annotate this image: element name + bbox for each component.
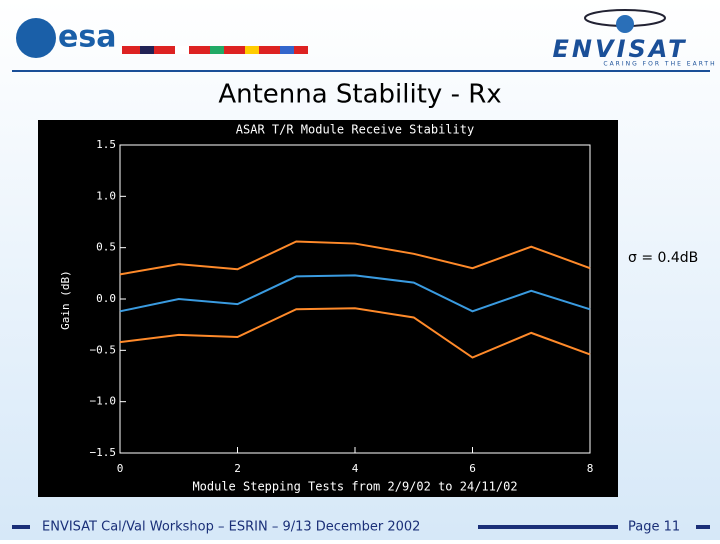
y-tick-label: 1.5 [96, 138, 116, 151]
flag [280, 46, 294, 54]
flags [122, 46, 308, 54]
slide-title: Antenna Stability - Rx [218, 80, 501, 110]
y-tick-label: −1.5 [90, 446, 117, 459]
esa-logo: esa [58, 20, 116, 55]
x-tick-label: 6 [469, 462, 476, 475]
flag [140, 46, 154, 54]
envisat-globe [616, 15, 634, 33]
y-axis-label: Gain (dB) [59, 270, 72, 330]
page-number: Page 11 [628, 520, 680, 535]
x-tick-label: 2 [234, 462, 241, 475]
x-tick-label: 4 [352, 462, 359, 475]
flag [210, 46, 224, 54]
y-tick-label: 0.5 [96, 241, 116, 254]
esa-logo-mark [16, 18, 56, 58]
flag [175, 46, 189, 54]
series-line [119, 240, 591, 276]
x-tick-label: 8 [587, 462, 594, 475]
x-tick-label: 0 [117, 462, 124, 475]
series-line [119, 274, 591, 313]
envisat-logo: ENVISAT [553, 35, 688, 63]
annotation: σ = 0.4dB [628, 250, 698, 266]
chart-title: ASAR T/R Module Receive Stability [236, 123, 474, 137]
flag [245, 46, 259, 54]
chart: ASAR T/R Module Receive Stability Module… [59, 123, 593, 494]
y-tick-label: 0.0 [96, 292, 116, 305]
x-axis-label: Module Stepping Tests from 2/9/02 to 24/… [192, 480, 517, 494]
y-tick-label: 1.0 [96, 189, 116, 202]
tagline: CARING FOR THE EARTH [603, 61, 716, 68]
y-tick-label: −1.0 [90, 395, 117, 408]
footer-text: ENVISAT Cal/Val Workshop – ESRIN – 9/13 … [42, 520, 420, 535]
series-line [119, 307, 591, 359]
y-tick-label: −0.5 [90, 343, 117, 356]
